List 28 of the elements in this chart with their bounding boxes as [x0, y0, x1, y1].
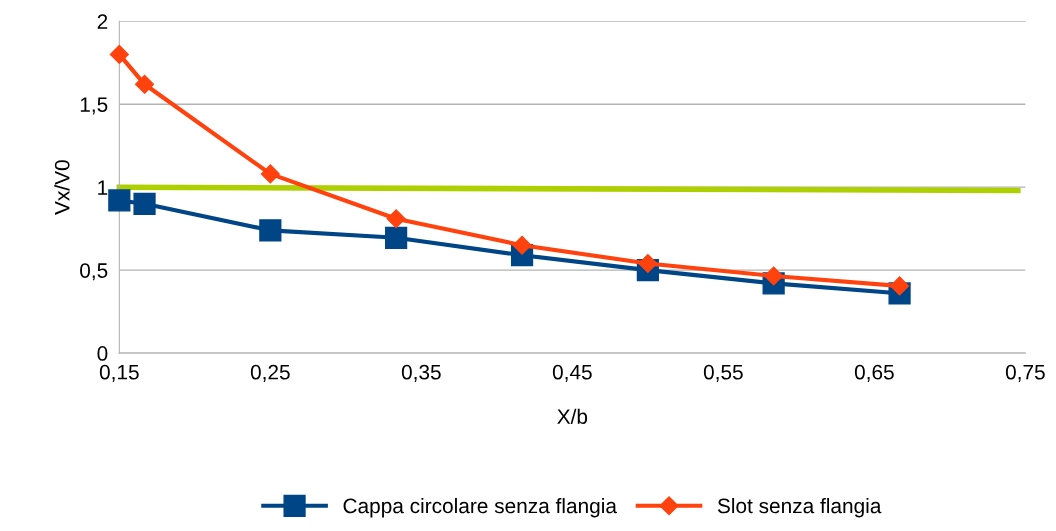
y-tick-label: 2	[97, 14, 108, 29]
point	[135, 74, 155, 94]
y-axis-title: Vx/V0	[54, 160, 70, 215]
point	[108, 189, 131, 212]
point	[638, 253, 658, 274]
legend-label: Cappa circolare senza flangia	[343, 497, 617, 518]
x-tick-label: 0,55	[703, 364, 743, 382]
y-tick-label: 1,5	[80, 97, 108, 115]
y-tick-label: 0	[97, 346, 108, 361]
x-tick-label: 0,65	[854, 364, 894, 382]
point	[133, 192, 156, 215]
point	[260, 164, 280, 184]
point	[259, 219, 282, 242]
x-tick-label: 0,45	[552, 364, 592, 382]
point	[512, 235, 532, 255]
x-tick-label: 0,25	[250, 364, 290, 382]
x-tick-label: 0,75	[1005, 364, 1045, 382]
point	[890, 276, 910, 296]
legend-label: Slot senza flangia	[717, 497, 882, 518]
y-tick-label: 1	[98, 180, 108, 195]
point	[109, 44, 129, 64]
point	[386, 209, 406, 229]
point	[764, 266, 784, 286]
point	[385, 226, 408, 249]
x-tick-label: 0,15	[99, 364, 139, 382]
x-tick-label: 0,35	[401, 364, 441, 382]
x-axis-title: X/b	[557, 408, 588, 424]
y-tick-label: 0,5	[80, 263, 108, 281]
